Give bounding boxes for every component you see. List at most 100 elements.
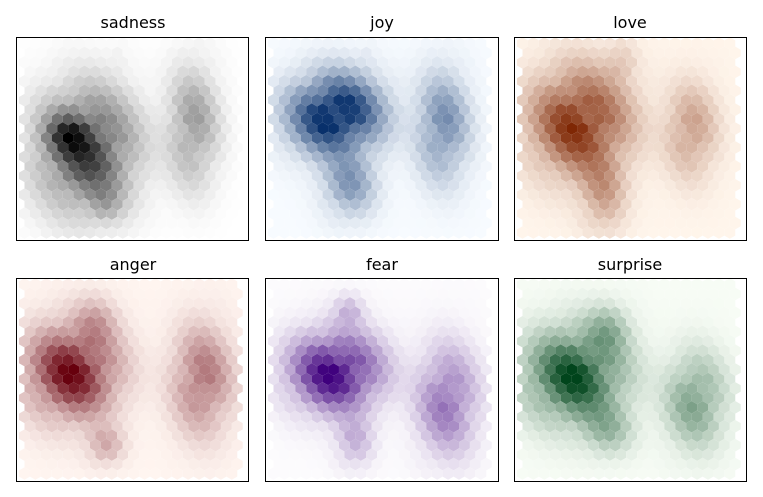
hexbin-cell [24,287,36,301]
hexbin-cell [360,401,372,414]
hexbin-cell [268,56,279,69]
hexbin-cell [560,448,572,461]
hexbin-cell [620,178,632,192]
hexbin-cell [289,169,301,183]
hexbin-cell [377,429,389,442]
hexbin-cell [464,56,476,69]
hexbin-cell [431,37,443,50]
hexbin-cell [289,226,301,239]
hexbin-cell [517,226,528,239]
hexbin-cell [35,122,47,135]
hexbin-cell [366,448,378,461]
hexbin-cell [106,297,118,310]
hexbin-cell [675,287,687,301]
hexbin-cell [609,216,621,230]
hexbin-cell [702,372,714,386]
hexbin-cell [273,419,285,433]
hexbin-cell [664,160,676,173]
hexbin-cell [549,372,561,386]
hexbin-cell [226,56,238,69]
hexbin-cell [311,448,323,461]
hexbin-cell [188,197,200,211]
hexbin-cell [295,306,307,320]
hexbin-cell [480,363,492,376]
hexbin-cell [609,46,621,60]
hexbin-cell [702,410,714,424]
hexbin-cell [284,419,296,433]
hexbin-cell [691,169,703,183]
hexbin-cell [100,141,112,154]
hexbin-cell [382,344,394,357]
hexbin-cell [328,46,339,60]
hexbin-cell [437,141,449,154]
hexbin-cell [344,297,356,310]
hexbin-cell [675,65,687,79]
hexbin-cell [669,93,681,107]
hexbin-cell [549,429,561,442]
hexbin-cell [62,207,74,220]
hexbin-cell [231,122,243,135]
hexbin-cell [149,278,161,291]
hexbin-cell [459,325,470,339]
hexbin-cell [631,363,643,376]
hexbin-cell [111,46,123,60]
hexbin-cell [464,169,476,183]
hexbin-cell [349,457,361,471]
hexbin-cell [133,287,145,301]
hexbin-cell [182,334,194,348]
hexbin-cell [366,297,378,310]
hexbin-cell [306,363,318,376]
hexbin-cell [697,344,708,357]
hexbin-cell [566,382,578,395]
hexbin-cell [522,363,534,376]
hexbin-cell [106,112,118,126]
hexbin-cell [111,306,123,320]
hexbin-cell [718,197,730,211]
hexbin-cell [669,131,681,145]
hexbin-cell [533,122,545,135]
hexbin-cell [604,316,616,329]
hexbin-cell [560,112,572,126]
hexbin-cell [464,75,476,88]
hexbin-cell [231,457,243,471]
hexbin-cell [51,467,63,480]
hexbin-cell [658,169,670,183]
hexbin-cell [527,112,539,126]
hexbin-cell [642,325,654,339]
hexbin-cell [160,131,172,145]
hexbin-cell [182,56,194,69]
hexbin-cell [226,429,238,442]
hexbin-cell [549,467,561,480]
hexbin-cell [210,103,221,116]
hexbin-cell [697,287,708,301]
hexbin-cell [415,363,427,376]
hexbin-cell [398,297,410,310]
hexbin-cell [420,372,432,386]
hexbin-cell [40,226,52,239]
hexbin-cell [442,75,454,88]
hexbin-cell [582,467,594,480]
hexbin-cell [220,382,232,395]
hexbin-cell [149,448,161,461]
hexbin-cell [371,122,383,135]
hexbin-cell [587,325,599,339]
hexbin-cell [84,429,96,442]
hexbin-cell [144,401,156,414]
hexbin-cell [377,391,389,405]
hexbin-cell [210,287,221,301]
hexbin-cell [637,372,648,386]
hexbin-cell [19,112,30,126]
hexbin-cell [604,75,616,88]
hexbin-cell [311,334,323,348]
hexbin-cell [338,46,350,60]
hexbin-cell [139,131,150,145]
hexbin-cell [555,382,567,395]
hexbin-cell [615,131,627,145]
hexbin-cell [691,37,703,50]
hexbin-cell [620,438,632,452]
hexbin-cell [231,65,243,79]
hexbin-cell [708,382,719,395]
hexbin-cell [79,141,90,154]
hexbin-cell [538,75,550,88]
hexbin-cell [355,467,367,480]
